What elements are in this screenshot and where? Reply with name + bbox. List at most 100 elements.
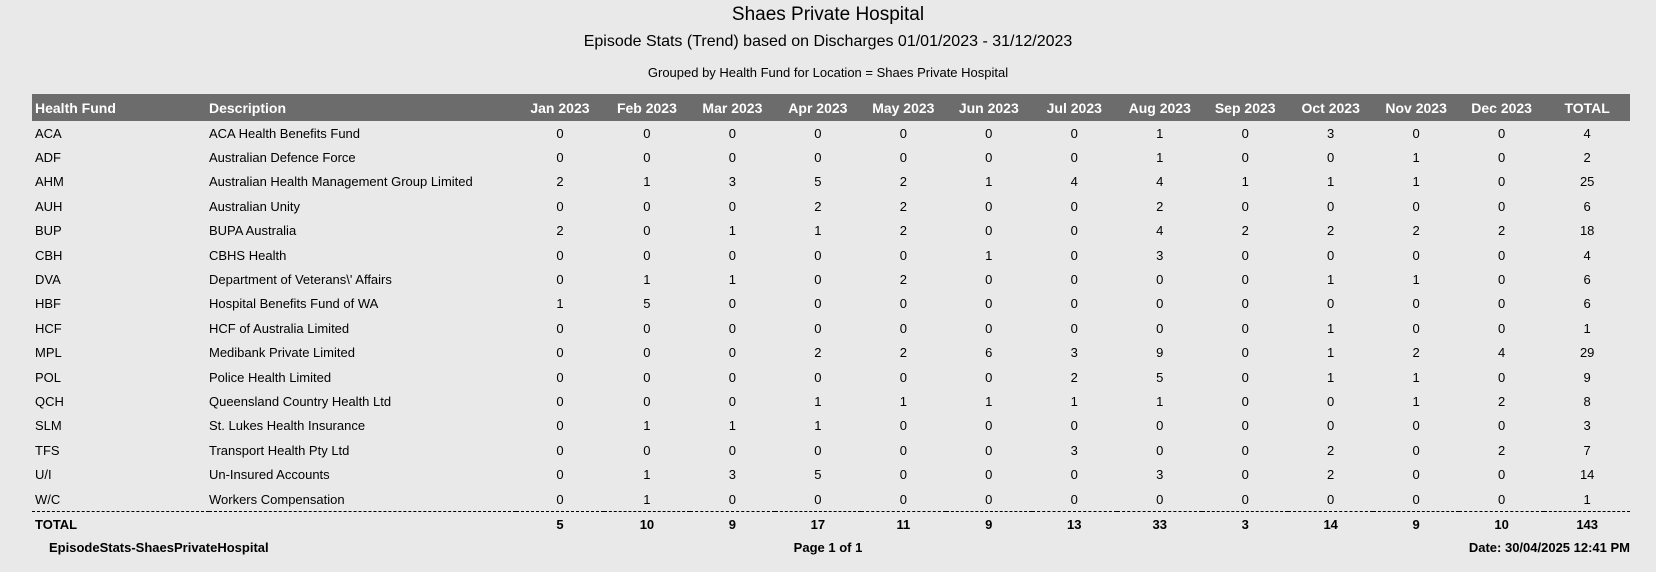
episode-count: 0 xyxy=(1156,272,1164,288)
fund-description: CBHS Health xyxy=(208,247,287,263)
episode-count: 0 xyxy=(1241,198,1249,214)
totals-row: TOTAL 5 10 9 17 11 9 13 33 3 14 9 10 143 xyxy=(32,511,1630,538)
fund-description: Australian Health Management Group Limit… xyxy=(208,174,473,190)
episode-count: 0 xyxy=(1156,442,1164,458)
episode-count: 2 xyxy=(899,345,907,361)
episode-count: 5 xyxy=(814,174,822,190)
episode-count: 0 xyxy=(728,198,736,214)
episode-count: 0 xyxy=(985,223,993,239)
episode-count: 0 xyxy=(1497,174,1506,190)
episode-count: 0 xyxy=(1497,272,1506,288)
episode-count: 2 xyxy=(814,345,822,361)
episode-count: 0 xyxy=(1070,223,1078,239)
episode-count: 4 xyxy=(1156,174,1164,190)
health-fund-code: HCF xyxy=(35,320,62,336)
episode-count: 0 xyxy=(1497,150,1506,166)
episode-count: 1 xyxy=(899,393,907,409)
episode-count: 1 xyxy=(643,174,651,190)
episode-count: 0 xyxy=(728,369,736,385)
report-name: EpisodeStats-ShaesPrivateHospital xyxy=(49,540,269,555)
fund-description: Workers Compensation xyxy=(208,491,345,507)
column-header: TOTAL xyxy=(1544,94,1630,121)
episode-count: 0 xyxy=(728,442,736,458)
fund-description: Hospital Benefits Fund of WA xyxy=(208,296,379,312)
column-header: Jan 2023 xyxy=(515,94,605,121)
column-header: Jul 2023 xyxy=(1031,94,1117,121)
episode-count: 3 xyxy=(1327,125,1335,141)
episode-count: 0 xyxy=(1070,491,1078,507)
report-date: Date: 30/04/2025 12:41 PM xyxy=(1468,540,1630,555)
total-count: 5 xyxy=(515,511,605,538)
episode-count: 5 xyxy=(814,467,822,483)
table-row: TFS Transport Health Pty Ltd 0 0 0 0 0 0 3 0 0 2 0 2 7 xyxy=(32,438,1630,462)
episode-count: 0 xyxy=(1070,272,1078,288)
episode-count: 0 xyxy=(643,345,651,361)
episode-count: 0 xyxy=(728,247,736,263)
episode-count: 2 xyxy=(1497,393,1506,409)
episode-count: 1 xyxy=(1583,491,1591,507)
episode-count: 3 xyxy=(1156,467,1164,483)
episode-count: 0 xyxy=(643,247,651,263)
health-fund-code: W/C xyxy=(35,491,61,507)
episode-count: 25 xyxy=(1579,174,1595,190)
episode-count: 0 xyxy=(1241,272,1249,288)
fund-description: St. Lukes Health Insurance xyxy=(208,418,366,434)
episode-count: 1 xyxy=(1327,320,1335,336)
episode-count: 0 xyxy=(643,223,651,239)
table-row: BUP BUPA Australia 2 0 1 1 2 0 0 4 2 2 2 2 18 xyxy=(32,219,1630,243)
episode-count: 0 xyxy=(1497,418,1506,434)
episode-count: 1 xyxy=(728,418,736,434)
episode-count: 0 xyxy=(1412,418,1420,434)
episode-count: 0 xyxy=(1497,491,1506,507)
episode-count: 2 xyxy=(899,223,907,239)
episode-count: 0 xyxy=(643,393,651,409)
table-row: QCH Queensland Country Health Ltd 0 0 0 1 1 1 1 1… xyxy=(32,389,1630,413)
episode-count: 0 xyxy=(1412,198,1420,214)
episode-count: 0 xyxy=(985,442,993,458)
episode-count: 0 xyxy=(728,345,736,361)
episode-count: 0 xyxy=(556,320,564,336)
column-header: Feb 2023 xyxy=(604,94,690,121)
episode-count: 0 xyxy=(1241,125,1249,141)
episode-count: 4 xyxy=(1583,125,1591,141)
health-fund-code: AHM xyxy=(35,174,64,190)
page-indicator: Page 1 of 1 xyxy=(793,540,863,555)
episode-count: 0 xyxy=(814,272,822,288)
episode-count: 0 xyxy=(1327,418,1335,434)
health-fund-code: QCH xyxy=(35,393,64,409)
episode-count: 0 xyxy=(814,491,822,507)
episode-count: 3 xyxy=(728,174,736,190)
health-fund-code: CBH xyxy=(35,247,63,263)
episode-count: 0 xyxy=(556,272,564,288)
table-row: DVA Department of Veterans\' Affairs 0 1 1 0 2… xyxy=(32,267,1630,291)
episode-count: 0 xyxy=(1156,418,1164,434)
episode-count: 0 xyxy=(1241,247,1249,263)
episode-count: 29 xyxy=(1579,345,1595,361)
episode-count: 0 xyxy=(643,442,651,458)
fund-description: Un-Insured Accounts xyxy=(208,467,330,483)
episode-count: 0 xyxy=(556,369,564,385)
episode-count: 0 xyxy=(1070,296,1078,312)
episode-count: 5 xyxy=(643,296,651,312)
episode-count: 2 xyxy=(1327,223,1335,239)
episode-count: 0 xyxy=(985,296,993,312)
episode-count: 0 xyxy=(985,150,993,166)
total-count: 11 xyxy=(860,511,947,538)
episode-count: 0 xyxy=(814,247,822,263)
episode-count: 1 xyxy=(1412,150,1420,166)
episode-count: 2 xyxy=(1497,442,1506,458)
episode-count: 1 xyxy=(985,247,993,263)
episode-count: 0 xyxy=(1241,418,1249,434)
episode-count: 0 xyxy=(814,320,822,336)
episode-count: 0 xyxy=(728,150,736,166)
episode-count: 1 xyxy=(814,418,822,434)
episode-count: 0 xyxy=(1497,369,1506,385)
episode-count: 2 xyxy=(1497,223,1506,239)
episode-count: 0 xyxy=(1241,369,1249,385)
episode-count: 0 xyxy=(1497,198,1506,214)
table-row: W/C Workers Compensation 0 1 0 0 0 0 0 0 0 0 0 0 1 xyxy=(32,487,1630,512)
episode-count: 2 xyxy=(899,272,907,288)
health-fund-code: AUH xyxy=(35,198,63,214)
episode-count: 0 xyxy=(899,296,907,312)
episode-count: 1 xyxy=(1412,369,1420,385)
